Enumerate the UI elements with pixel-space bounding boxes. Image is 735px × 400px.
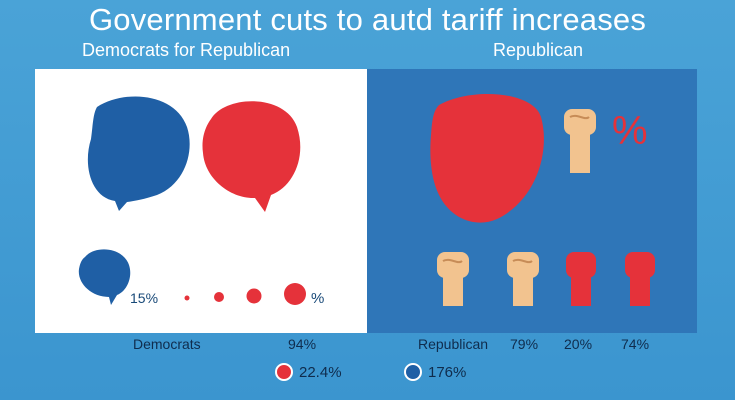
legend-item-red: 22.4%: [275, 363, 342, 381]
left-subtitle: Democrats for Republican: [82, 40, 291, 60]
red-shield-shape: [430, 93, 544, 223]
small-blue-bubble: [78, 249, 131, 305]
red-fist-icon-1: [566, 252, 596, 306]
legend-dot-red: [275, 363, 293, 381]
red-speech-bubble: [202, 101, 301, 212]
red-fist-icon-2: [625, 252, 655, 306]
percent-symbol: %: [612, 109, 648, 153]
fist-icon-1: [437, 252, 469, 306]
legend-dot-blue: [404, 363, 422, 381]
label-dem-value: 94%: [288, 336, 317, 352]
legend-item-blue: 176%: [404, 363, 466, 381]
fist-icon-top: [564, 109, 596, 173]
right-panel: %: [367, 69, 697, 333]
page-title: Government cuts to autd tariff increases: [88, 2, 647, 37]
red-dot-2: [214, 292, 224, 302]
right-subtitle: Republican: [493, 40, 584, 60]
left-panel: 15% %: [35, 69, 367, 333]
legend-value-blue: 176%: [428, 363, 467, 381]
label-republican: Republican: [418, 336, 489, 352]
label-rep-value-1: 79%: [510, 336, 539, 352]
red-dot-4: [284, 283, 306, 305]
label-rep-value-2: 20%: [564, 336, 593, 352]
legend-value-red: 22.4%: [299, 363, 342, 381]
red-dot-3: [246, 288, 262, 304]
label-democrats: Democrats: [133, 336, 201, 352]
red-dot-1: [184, 295, 190, 301]
bubble-percent: 15%: [130, 290, 159, 306]
right-panel-art: [430, 93, 655, 306]
fist-icon-2: [507, 252, 539, 306]
dots-percent: %: [311, 290, 325, 307]
left-panel-art: [78, 96, 306, 305]
blue-speech-bubble: [87, 96, 190, 211]
label-rep-value-3: 74%: [621, 336, 650, 352]
